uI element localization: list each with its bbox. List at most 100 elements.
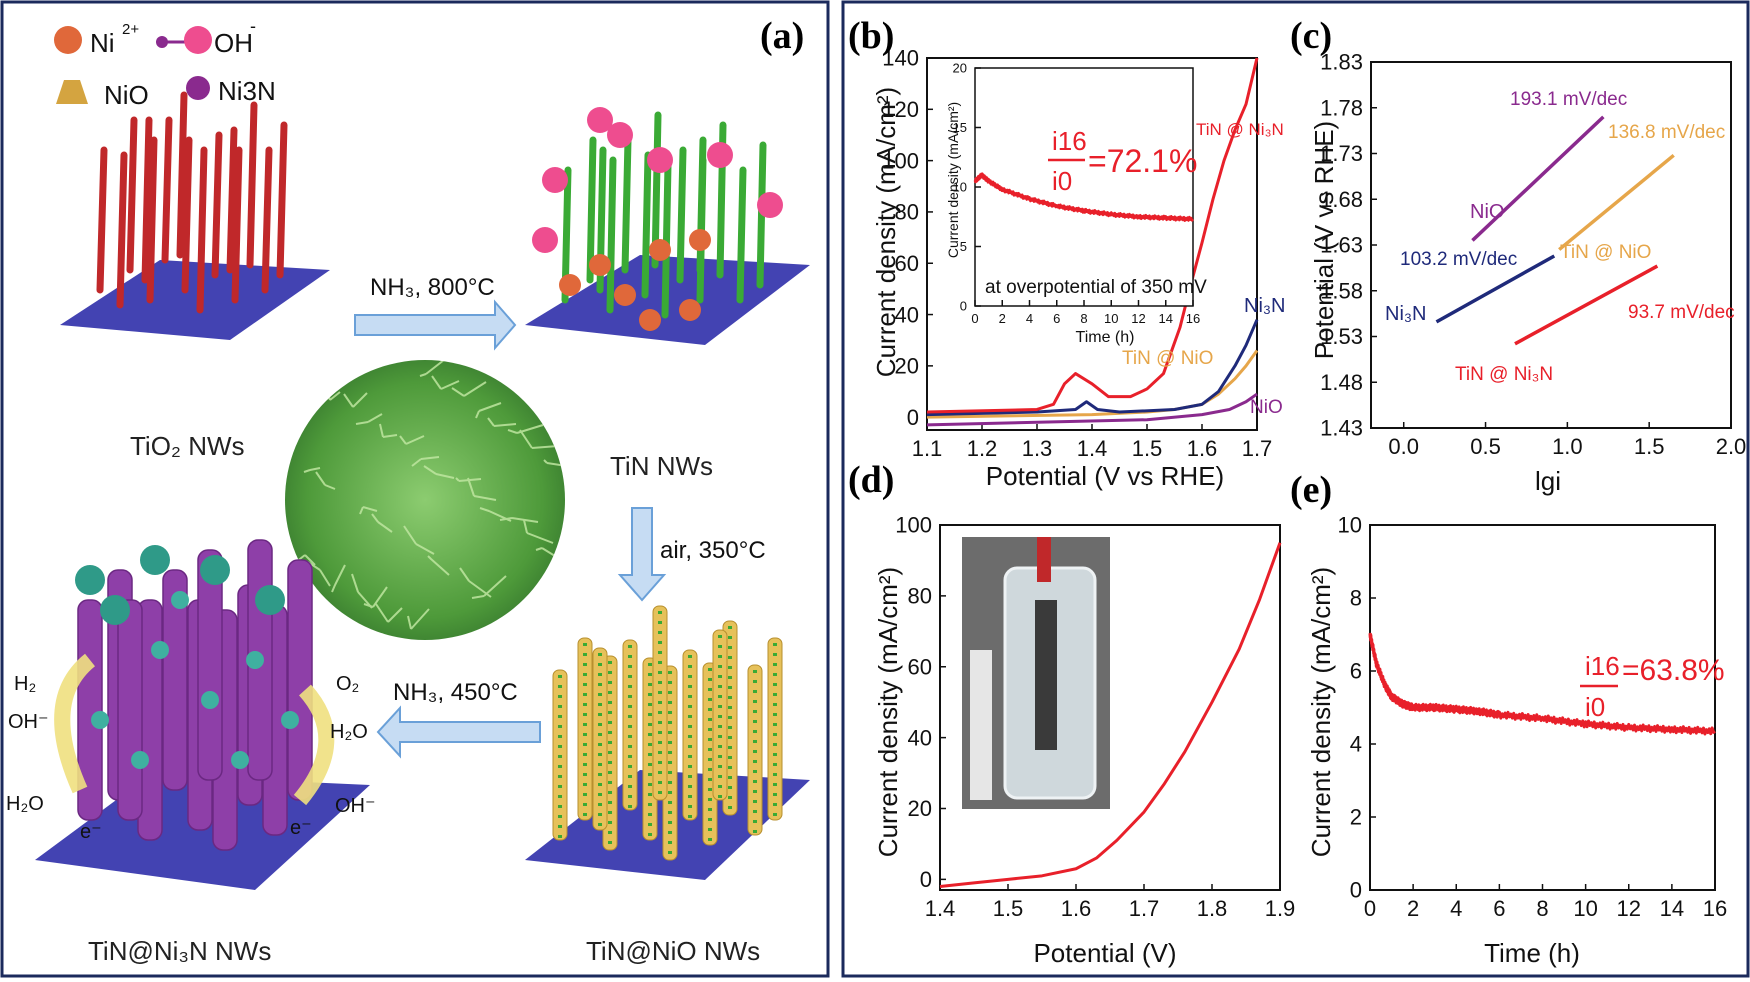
panel-d-x-tick-label: 1.6 [1061, 896, 1092, 921]
panel-b-x-tick-label: 1.7 [1242, 436, 1273, 461]
tin-wire [586, 136, 597, 284]
tin-nio-wire [577, 637, 593, 821]
ni3n-cluster [231, 751, 249, 769]
tin-nio-wire [592, 647, 608, 831]
tin-wire [676, 146, 687, 284]
plant-leaf [379, 423, 398, 438]
panel-d-xlabel: Potential (V) [1033, 938, 1176, 968]
legend-ni-label: Ni [90, 28, 115, 58]
panel-e-x-tick-label: 10 [1573, 896, 1597, 921]
plant-leaf [403, 525, 435, 555]
tio2-wire [176, 91, 188, 259]
panel-d-x-tick-label: 1.4 [925, 896, 956, 921]
ni3n-cluster [131, 751, 149, 769]
panel-d-series-line [939, 542, 1282, 888]
panel-e-x-tick-label: 6 [1493, 896, 1505, 921]
tin-ni3n-wire [162, 569, 188, 791]
plant-leaf [423, 465, 455, 479]
step3-arrow: NH₃, 450°C [376, 679, 541, 759]
tin-wire [736, 166, 747, 304]
panel-c-y-tick-label: 1.48 [1320, 370, 1363, 395]
plant-leaf [459, 567, 492, 598]
label-o2: O₂ [336, 673, 359, 695]
gas-bubble [255, 585, 285, 615]
panel-d-y-tick-label: 0 [920, 867, 932, 892]
tio2-wire [96, 146, 108, 294]
panel-d-y-tick-label: 100 [895, 513, 932, 538]
step2-label: air, 350°C [660, 537, 766, 564]
plant-leaf [287, 360, 311, 371]
plant-leaf [359, 506, 378, 515]
panel-e-y-tick-label: 10 [1338, 513, 1362, 538]
panel-e-y-tick-label: 0 [1350, 878, 1362, 903]
tin-wire [756, 141, 767, 289]
panel-c-x-tick-label: 2.0 [1716, 434, 1747, 459]
electrode-photo [962, 537, 1110, 809]
ni-ion [614, 284, 636, 306]
panels-bcde-frame [841, 0, 1750, 978]
tin-adsorbed-ions [532, 107, 783, 331]
tio2-wires [96, 91, 288, 314]
tin-ni3n-wire [117, 599, 143, 821]
panel-b-series-line-tin-ni3n [926, 57, 1259, 414]
panel-d-y-tick-label: 60 [908, 654, 932, 679]
panel-c-series-line-ni3n [1435, 254, 1556, 324]
panel-c-y-tick-label: 1.83 [1320, 50, 1363, 75]
hydroxide-ion [542, 167, 568, 193]
ni3n-cluster [91, 711, 109, 729]
tio2-wire [181, 136, 193, 294]
panel-c-series-line-tin-nio [1558, 153, 1675, 251]
plant-leaf [431, 375, 460, 390]
panel-a-frame [0, 0, 830, 978]
panel-d-y-tick-label: 20 [908, 796, 932, 821]
panel-c-series-line-tin-ni3n [1514, 264, 1659, 346]
step2-arrow: air, 350°C [617, 507, 766, 602]
label-oh-left: OH⁻ [8, 711, 49, 733]
inset-x-tick-label: 12 [1131, 311, 1145, 326]
panel-b-ylabel: Current density (mA/cm²) [871, 87, 901, 377]
inset-x-tick-label: 14 [1159, 311, 1173, 326]
plant-leaf [399, 435, 425, 445]
panel-b-label-nio: NiO [1250, 397, 1283, 418]
panel-b-x-tick-label: 1.6 [1187, 436, 1218, 461]
inset-y-tick-label: 10 [953, 180, 967, 195]
panel-c-ni3n-label: Ni₃N [1385, 303, 1426, 325]
plant-leaf [375, 603, 403, 623]
panel-e-x-tick-label: 4 [1450, 896, 1462, 921]
panel-d-plot-frame [939, 524, 1281, 891]
panel-c-x-tick-label: 1.0 [1552, 434, 1583, 459]
tio2-wire [196, 146, 208, 314]
panel-c-xlabel: lgi [1535, 466, 1561, 496]
panel-b-x-tick-label: 1.2 [967, 436, 998, 461]
panel-e-chart: 0 2 4 6 8 10 12 14 16 0 2 4 6 8 10 [1338, 513, 1728, 921]
schematic-legend: Ni 2+ OH - NiO Ni3N [54, 16, 276, 110]
tio2-wire [211, 131, 223, 279]
panel-c-tin-nio-slope: 136.8 mV/dec [1608, 122, 1725, 143]
plant-leaf [407, 608, 430, 630]
hydroxide-icon [156, 26, 212, 54]
ni3n-cluster [201, 691, 219, 709]
panel-e-label: (e) [1290, 469, 1332, 511]
panel-b-xlabel: Potential (V vs RHE) [986, 461, 1224, 491]
label-electron-left: e⁻ [80, 821, 102, 843]
inset-x-tick-label: 8 [1080, 311, 1087, 326]
panel-b-y-tick-label: 140 [882, 46, 919, 71]
panel-b-x-tick-label: 1.4 [1077, 436, 1108, 461]
panel-e-x-tick-label: 14 [1660, 896, 1684, 921]
tio2-wire [116, 151, 128, 309]
panel-c-ylabel: Potential (V vs RHE) [1309, 121, 1339, 359]
tin-ni3n-wire [287, 559, 313, 801]
panel-b-inset: 0 2 4 6 8 10 12 14 16 0 5 10 15 20 [953, 61, 1201, 326]
panel-a-schematic: (a) Ni 2+ OH - NiO Ni3N TiO₂ NWs [0, 0, 830, 978]
plant-leaf [331, 564, 346, 593]
ni-ion [689, 229, 711, 251]
plant-leaf [527, 618, 564, 640]
plant-leaf [343, 392, 368, 408]
panel-e-y-tick-label: 2 [1350, 805, 1362, 830]
tin-wire [641, 151, 652, 299]
plant-leaf [487, 417, 517, 427]
plant-leaf [475, 402, 502, 419]
ni-ion [589, 254, 611, 276]
hydroxide-ion [532, 227, 558, 253]
panel-d-chart: 1.4 1.5 1.6 1.7 1.8 1.9 0 20 40 60 80 100 [895, 513, 1295, 921]
